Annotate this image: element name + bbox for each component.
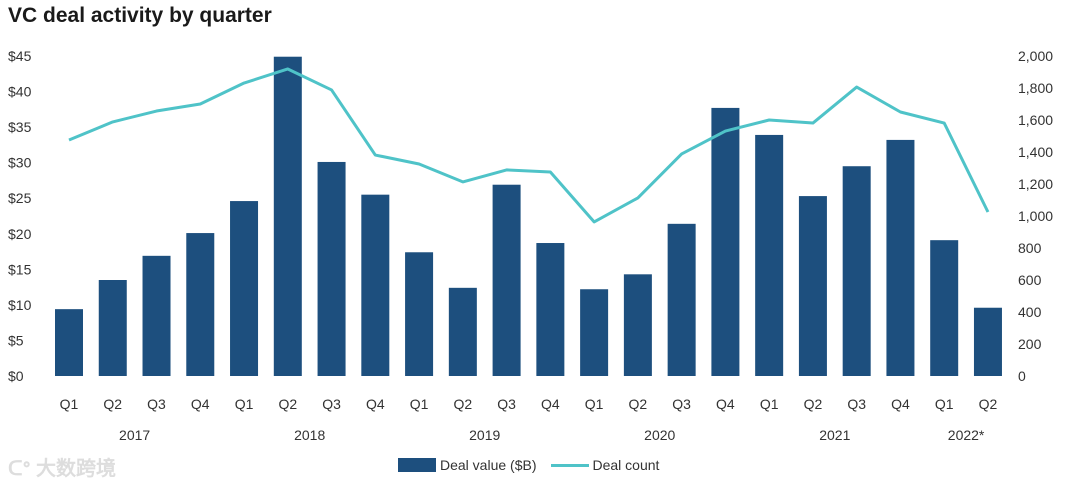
left-axis-tick: $10: [8, 297, 32, 313]
bar-deal-value: [580, 289, 609, 376]
x-tick-year: 2017: [119, 427, 150, 443]
bar-deal-value: [536, 243, 565, 376]
left-axis-tick: $15: [8, 261, 32, 277]
x-tick-year: 2021: [819, 427, 850, 443]
x-tick-quarter: Q1: [585, 396, 604, 412]
right-axis-tick: 600: [1018, 272, 1042, 288]
x-tick-year: 2018: [294, 427, 325, 443]
x-tick-quarter: Q2: [278, 396, 297, 412]
x-tick-quarter: Q4: [366, 396, 385, 412]
x-tick-quarter: Q3: [322, 396, 341, 412]
legend: Deal value ($B) Deal count: [398, 457, 659, 473]
bar-deal-value: [186, 233, 215, 376]
right-axis-tick: 0: [1018, 368, 1026, 384]
left-axis-tick: $40: [8, 84, 32, 100]
x-tick-quarter: Q3: [147, 396, 166, 412]
x-tick-quarter: Q4: [191, 396, 210, 412]
bar-deal-value: [55, 309, 83, 376]
right-axis-tick: 400: [1018, 304, 1042, 320]
left-axis-tick: $45: [8, 48, 32, 64]
right-axis-tick: 1,800: [1018, 80, 1053, 96]
legend-swatch-bar: [398, 458, 436, 472]
x-tick-quarter: Q4: [891, 396, 910, 412]
left-axis-tick: $35: [8, 119, 32, 135]
left-axis-tick: $20: [8, 226, 32, 242]
x-tick-quarter: Q3: [672, 396, 691, 412]
bar-deal-value: [755, 134, 784, 376]
bar-deal-value: [273, 56, 302, 376]
bar-deal-value: [623, 274, 652, 376]
bar-deal-value: [98, 280, 127, 376]
bar-deal-value: [492, 184, 521, 376]
legend-label-count: Deal count: [592, 457, 660, 473]
chart-title: VC deal activity by quarter: [8, 4, 272, 27]
bar-deal-value: [798, 196, 827, 376]
x-tick-quarter: Q2: [629, 396, 648, 412]
bar-deal-value: [667, 223, 696, 376]
left-axis-tick: $0: [8, 368, 24, 384]
right-axis-tick: 2,000: [1018, 48, 1053, 64]
line-deal-count: [68, 67, 990, 224]
left-axis-tick: $5: [8, 332, 24, 348]
right-axis-tick: 1,000: [1018, 208, 1053, 224]
x-tick-quarter: Q1: [410, 396, 429, 412]
x-tick-quarter: Q2: [103, 396, 122, 412]
legend-label-value: Deal value ($B): [440, 457, 537, 473]
right-axis-tick: 1,200: [1018, 176, 1053, 192]
x-tick-quarter: Q1: [60, 396, 79, 412]
x-tick-quarter: Q3: [497, 396, 516, 412]
bar-deal-value: [361, 194, 390, 376]
bar-deal-value: [230, 201, 259, 376]
watermark-logo: ᑕᐤ 大数跨境: [8, 458, 116, 480]
x-tick-year: 2022*: [948, 427, 985, 443]
bar-deal-value: [930, 240, 959, 376]
bar-deal-value: [448, 287, 477, 376]
legend-swatch-line: [550, 463, 589, 467]
x-tick-year: 2020: [644, 427, 675, 443]
right-axis-tick: 1,600: [1018, 112, 1053, 128]
x-tick-quarter: Q4: [541, 396, 560, 412]
bar-deal-value: [142, 255, 171, 376]
x-tick-quarter: Q1: [235, 396, 254, 412]
right-axis-tick: 1,400: [1018, 144, 1053, 160]
bar-deal-value: [405, 252, 434, 376]
bar-deal-value: [317, 161, 346, 376]
left-axis-tick: $30: [8, 155, 32, 171]
right-axis-tick: 200: [1018, 336, 1042, 352]
x-tick-quarter: Q2: [979, 396, 998, 412]
x-tick-quarter: Q1: [935, 396, 954, 412]
bar-deal-value: [842, 166, 871, 376]
bar-deal-value: [886, 139, 915, 376]
x-tick-year: 2019: [469, 427, 500, 443]
bar-deal-value: [973, 307, 1002, 376]
bar-deal-value: [711, 107, 740, 377]
x-tick-quarter: Q4: [716, 396, 735, 412]
right-axis-tick: 800: [1018, 240, 1042, 256]
x-tick-quarter: Q2: [453, 396, 472, 412]
left-axis-tick: $25: [8, 190, 32, 206]
x-tick-quarter: Q2: [804, 396, 823, 412]
x-tick-quarter: Q3: [847, 396, 866, 412]
x-tick-quarter: Q1: [760, 396, 779, 412]
